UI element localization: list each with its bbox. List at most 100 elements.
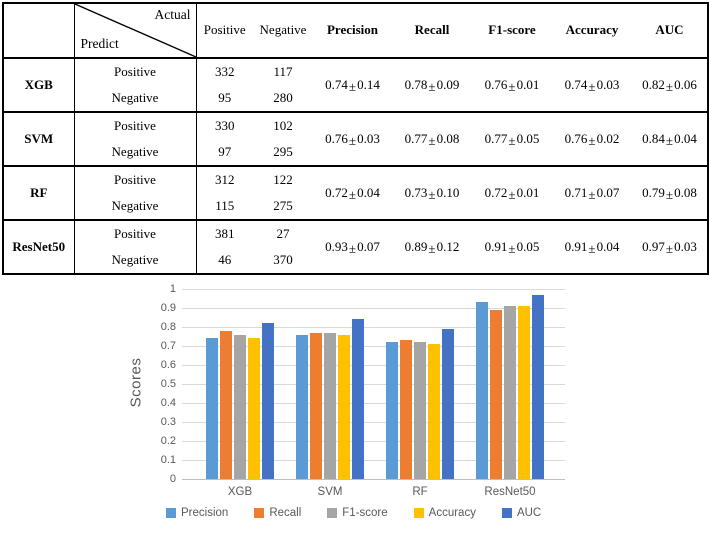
count-cell: 27 bbox=[276, 225, 290, 241]
legend-item-Precision: Precision bbox=[166, 507, 228, 519]
col-header-f1score: F1-score bbox=[488, 22, 536, 38]
bar-ResNet50-Precision bbox=[476, 302, 488, 479]
count-cell: 295 bbox=[273, 143, 293, 159]
predict-row-label: Negative bbox=[74, 139, 197, 166]
metric-f1score: 0.77±0.05 bbox=[484, 130, 540, 148]
count-cell: 115 bbox=[215, 197, 235, 213]
legend-swatch bbox=[254, 508, 265, 518]
gridline bbox=[182, 346, 565, 347]
metric-auc: 0.79±0.08 bbox=[642, 184, 697, 202]
table-row: SVM Positive 330 102 0.76±0.03 0.77±0.08… bbox=[3, 112, 708, 166]
predict-row-label: Negative bbox=[74, 85, 197, 112]
corner-empty-cell bbox=[3, 3, 75, 58]
metric-precision: 0.93±0.07 bbox=[325, 238, 380, 256]
bar-RF-Recall bbox=[400, 340, 412, 479]
predict-row-label: Negative bbox=[74, 193, 197, 220]
count-cell: 122 bbox=[273, 171, 293, 187]
gridline bbox=[182, 441, 565, 442]
legend-label: Recall bbox=[269, 507, 302, 519]
bar-SVM-Recall bbox=[310, 333, 322, 479]
gridline bbox=[182, 384, 565, 385]
model-name: RF bbox=[3, 166, 75, 220]
metric-precision: 0.76±0.03 bbox=[325, 130, 380, 148]
y-tick-label: 0.3 bbox=[160, 416, 176, 428]
gridline bbox=[182, 403, 565, 404]
legend-item-Accuracy: Accuracy bbox=[413, 507, 476, 519]
col-header-auc: AUC bbox=[655, 22, 684, 38]
legend-swatch bbox=[501, 508, 512, 518]
model-name: XGB bbox=[3, 58, 75, 112]
bar-XGB-Recall bbox=[220, 331, 232, 479]
table-row: ResNet50 Positive 381 27 0.93±0.07 0.89±… bbox=[3, 220, 708, 274]
count-cell: 370 bbox=[273, 251, 293, 267]
y-tick-label: 0.5 bbox=[160, 378, 176, 390]
bar-SVM-Precision bbox=[296, 335, 308, 479]
count-cell: 95 bbox=[218, 89, 232, 105]
metrics-table: Actual Predict Positive Negative Precisi… bbox=[2, 2, 709, 275]
col-header-recall: Recall bbox=[414, 22, 450, 38]
legend-swatch bbox=[166, 508, 176, 518]
metric-accuracy: 0.76±0.02 bbox=[564, 130, 620, 148]
bar-ResNet50-AUC bbox=[532, 295, 544, 479]
table-row: Negative 97 295 bbox=[3, 139, 708, 166]
table-row: RF Positive 312 122 0.72±0.04 0.73±0.10 … bbox=[3, 166, 708, 220]
count-cell: 332 bbox=[215, 63, 235, 79]
legend-label: Accuracy bbox=[428, 507, 476, 519]
bar-RF-F1-score bbox=[414, 342, 426, 479]
predict-label: Predict bbox=[80, 36, 119, 52]
model-name: SVM bbox=[3, 112, 75, 166]
table-row: Negative 95 280 bbox=[3, 85, 708, 112]
diagonal-line bbox=[74, 4, 195, 57]
bar-SVM-Accuracy bbox=[338, 335, 350, 479]
chart-legend: Precision Recall F1-score Accuracy AUC bbox=[166, 507, 541, 519]
metric-f1score: 0.76±0.01 bbox=[484, 76, 540, 94]
bar-XGB-AUC bbox=[262, 323, 274, 479]
x-axis-labels: XGB SVM RF ResNet50 bbox=[182, 486, 565, 501]
metric-accuracy: 0.91±0.04 bbox=[564, 238, 620, 256]
predict-row-label: Positive bbox=[74, 58, 197, 85]
bar-RF-Precision bbox=[386, 342, 398, 479]
y-tick-label: 0.9 bbox=[160, 302, 176, 314]
metric-recall: 0.77±0.08 bbox=[404, 130, 460, 148]
x-tick-label: SVM bbox=[317, 486, 343, 498]
col-header-positive: Positive bbox=[203, 22, 246, 38]
y-tick-label: 0.6 bbox=[160, 359, 176, 371]
col-header-precision: Precision bbox=[326, 22, 379, 38]
model-group-resnet50: ResNet50 Positive 381 27 0.93±0.07 0.89±… bbox=[3, 220, 708, 274]
legend-label: F1-score bbox=[342, 507, 388, 519]
metric-precision: 0.74±0.14 bbox=[325, 76, 380, 94]
bar-RF-Accuracy bbox=[428, 344, 440, 479]
predict-row-label: Positive bbox=[74, 166, 197, 193]
plot-area bbox=[182, 289, 565, 480]
bar-ResNet50-Recall bbox=[490, 310, 502, 479]
metric-auc: 0.84±0.04 bbox=[642, 130, 697, 148]
bar-XGB-F1-score bbox=[234, 335, 246, 479]
legend-item-AUC: AUC bbox=[501, 507, 542, 519]
bar-SVM-F1-score bbox=[324, 333, 336, 479]
metric-recall: 0.78±0.09 bbox=[404, 76, 460, 94]
metric-recall: 0.73±0.10 bbox=[404, 184, 460, 202]
model-group-xgb: XGB Positive 332 117 0.74±0.14 0.78±0.09… bbox=[3, 58, 708, 112]
legend-label: AUC bbox=[516, 507, 542, 519]
bar-XGB-Precision bbox=[206, 338, 218, 479]
legend-swatch bbox=[413, 508, 424, 518]
model-group-rf: RF Positive 312 122 0.72±0.04 0.73±0.10 … bbox=[3, 166, 708, 220]
actual-label: Actual bbox=[154, 7, 191, 22]
count-cell: 117 bbox=[273, 63, 293, 79]
count-cell: 97 bbox=[218, 143, 232, 159]
legend-swatch bbox=[327, 508, 338, 518]
legend-item-Recall: Recall bbox=[254, 507, 301, 519]
metric-accuracy: 0.74±0.03 bbox=[564, 76, 620, 94]
gridline bbox=[182, 365, 565, 366]
table-row: XGB Positive 332 117 0.74±0.14 0.78±0.09… bbox=[3, 58, 708, 112]
metric-precision: 0.72±0.04 bbox=[325, 184, 380, 202]
col-header-negative: Negative bbox=[259, 22, 307, 38]
y-axis-tick-labels: 0 0.1 0.2 0.3 0.4 0.5 0.6 0.7 0.8 0.9 1 bbox=[142, 283, 176, 485]
predict-row-label: Positive bbox=[74, 112, 197, 139]
y-tick-label: 1 bbox=[169, 283, 176, 295]
header-row: Actual Predict Positive Negative Precisi… bbox=[3, 3, 708, 58]
predict-actual-diagonal-cell: Actual Predict bbox=[74, 3, 197, 58]
predict-row-label: Positive bbox=[74, 220, 197, 247]
gridline bbox=[182, 460, 565, 461]
metric-f1score: 0.72±0.01 bbox=[484, 184, 540, 202]
